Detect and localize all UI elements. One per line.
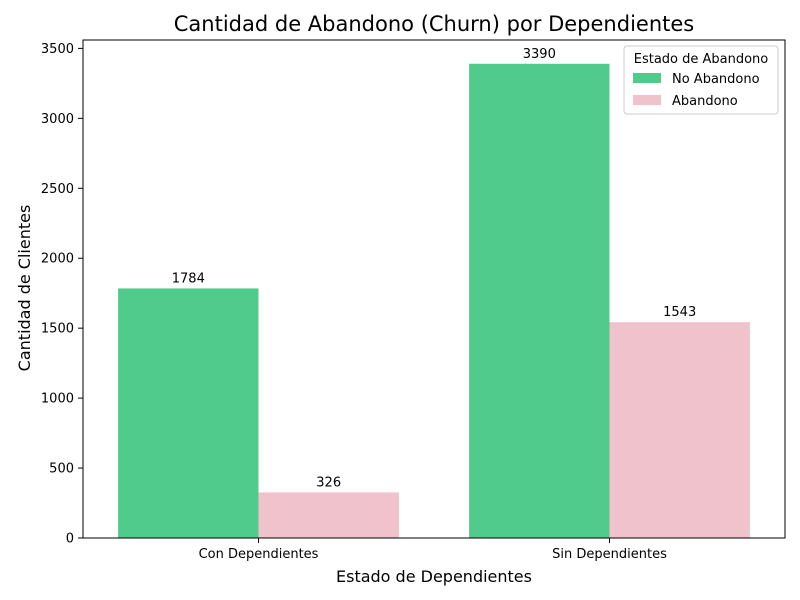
x-axis-label: Estado de Dependientes <box>336 567 532 586</box>
y-tick-label: 2000 <box>41 252 74 267</box>
y-tick-label: 1500 <box>41 322 74 337</box>
y-tick-label: 1000 <box>41 392 74 407</box>
legend-title: Estado de Abandono <box>634 52 769 67</box>
legend: Estado de Abandono No Abandono Abandono <box>623 45 779 115</box>
x-tick-label: Con Dependientes <box>199 547 319 562</box>
bar-abandono-1 <box>258 492 399 538</box>
y-tick-label: 500 <box>49 462 74 477</box>
y-tick-label: 3500 <box>41 42 74 57</box>
data-label: 3390 <box>523 47 556 62</box>
axes-frame <box>82 39 786 539</box>
bar-no-abandono-2 <box>469 63 610 539</box>
legend-label: No Abandono <box>672 72 760 87</box>
data-label: 326 <box>316 475 341 490</box>
y-tick-label: 2500 <box>41 182 74 197</box>
y-axis-label: Cantidad de Clientes <box>15 205 34 372</box>
y-tick-label: 0 <box>66 532 74 547</box>
legend-frame <box>623 45 779 115</box>
legend-swatch <box>633 95 661 105</box>
y-tick-label: 3000 <box>41 112 74 127</box>
bar-no-abandono-1 <box>118 288 259 538</box>
legend-swatch <box>633 73 661 83</box>
x-tick-label: Sin Dependientes <box>552 547 667 562</box>
bar-abandono-2 <box>609 322 750 538</box>
data-label: 1784 <box>172 271 205 286</box>
plot-area: 1784 3390 326 1543 0 500 1000 1500 2000 2500 3000 3… <box>41 39 786 562</box>
chart-title: Cantidad de Abandono (Churn) por Dependi… <box>174 12 694 36</box>
legend-label: Abandono <box>672 94 738 109</box>
data-label: 1543 <box>663 305 696 320</box>
